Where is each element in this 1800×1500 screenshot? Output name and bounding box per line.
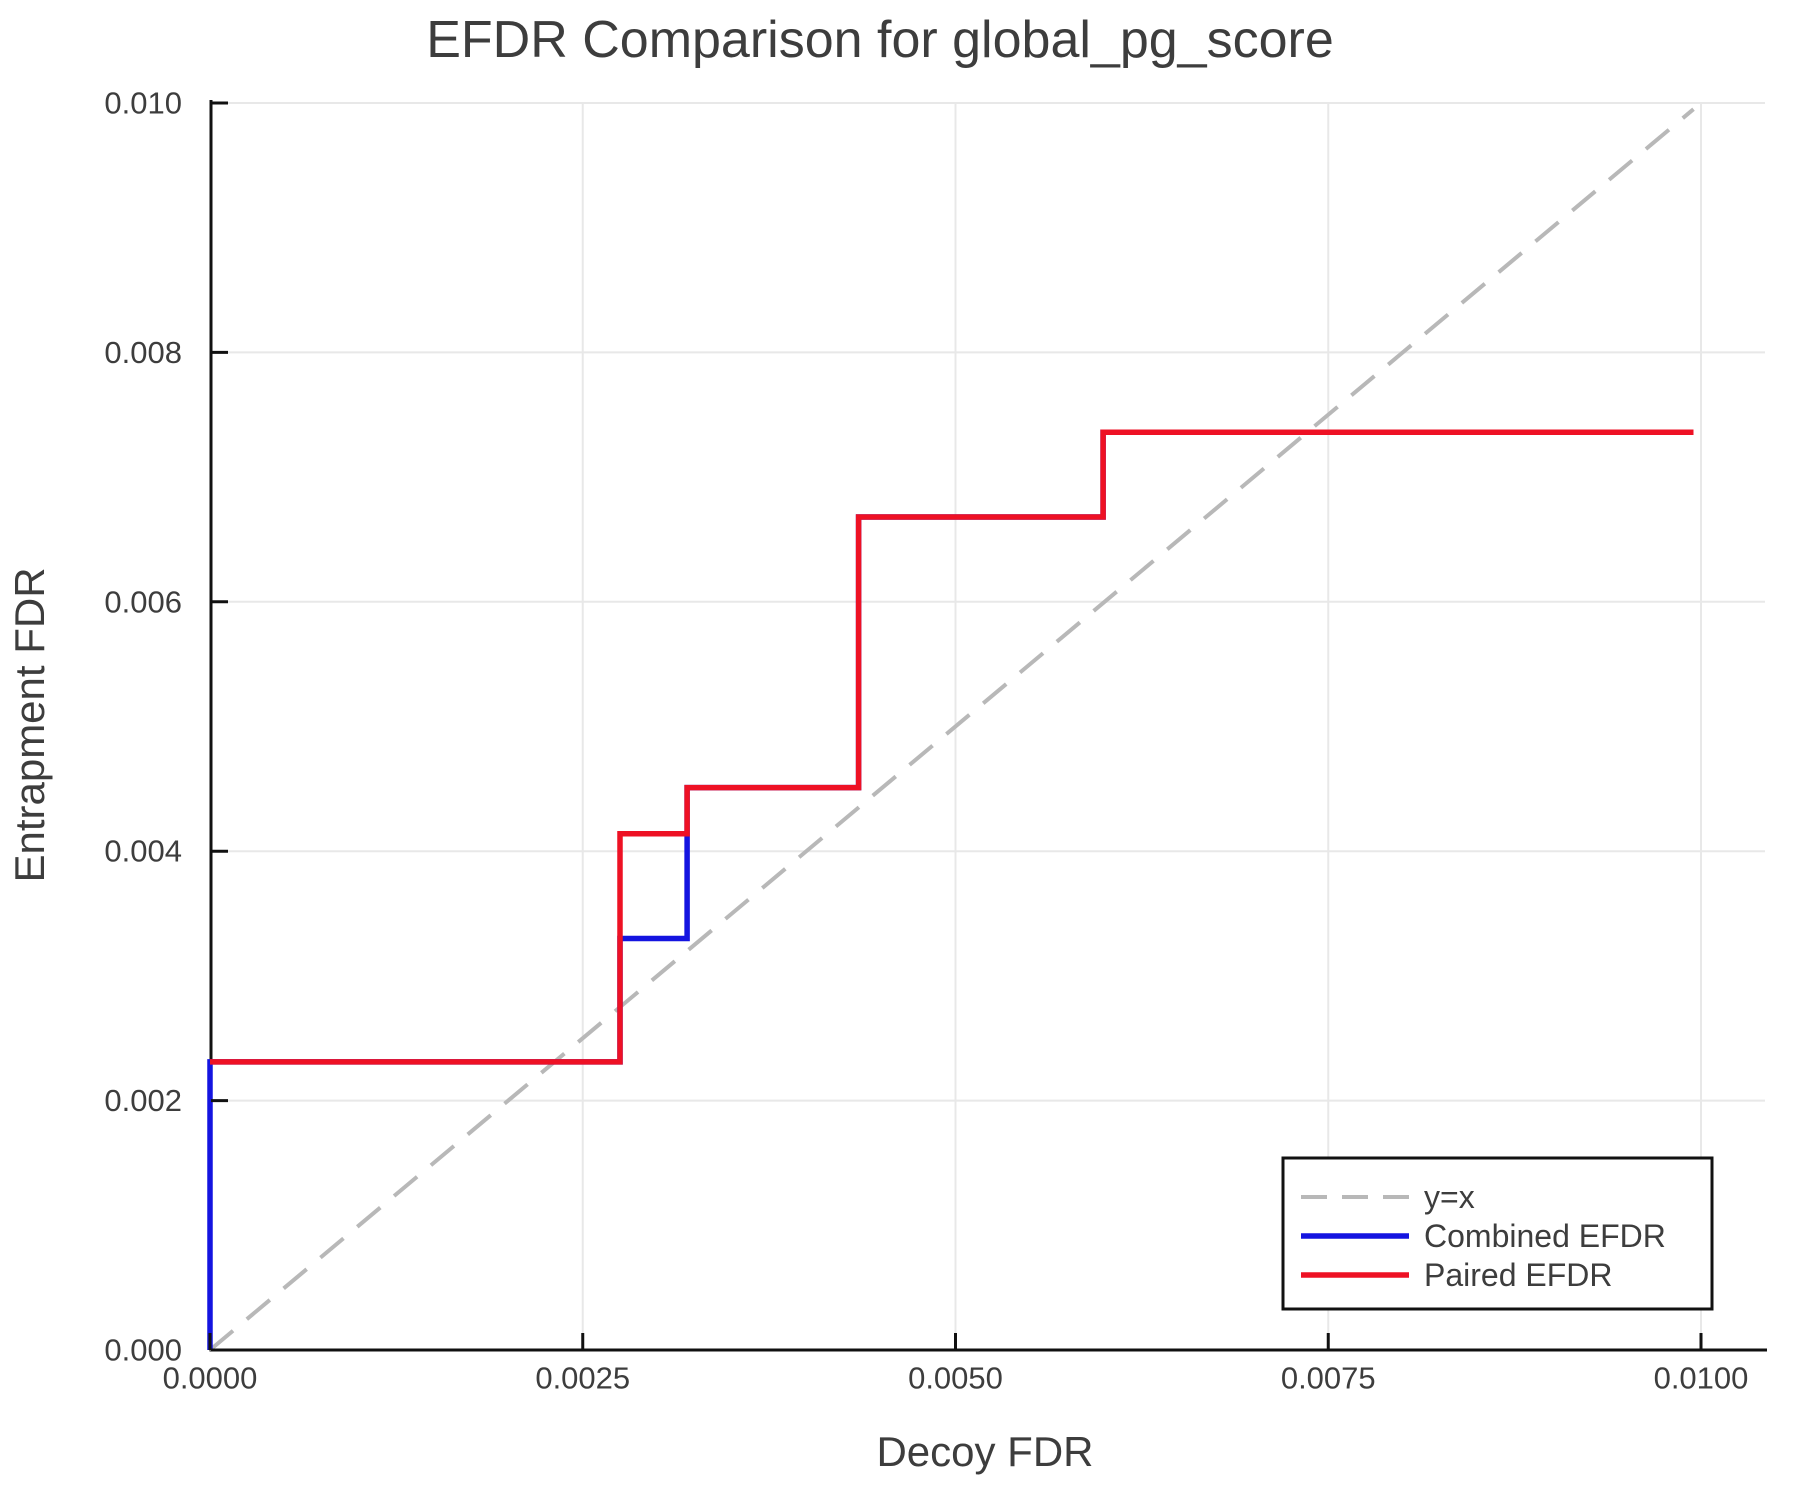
x-tick-label: 0.0025 [535,1360,630,1395]
legend-label-paired: Paired EFDR [1424,1257,1613,1293]
legend-label-combined: Combined EFDR [1424,1218,1666,1254]
x-tick-label: 0.0100 [1654,1360,1749,1395]
legend: y=x Combined EFDR Paired EFDR [1281,1156,1714,1311]
chart-title: EFDR Comparison for global_pg_score [426,11,1334,69]
x-tick-label: 0.0000 [163,1360,258,1395]
x-tick-label: 0.0075 [1281,1360,1376,1395]
tick-label-layer: 0.0000 0.0025 0.0050 0.0075 0.0100 0.000 0.002… [104,86,1748,1396]
y-tick-label: 0.002 [104,1083,182,1118]
x-tick-label: 0.0050 [908,1360,1003,1395]
series-layer [207,107,1695,1352]
y-tick-label: 0.000 [104,1333,182,1368]
series-paired-efdr [210,429,1694,1065]
y-axis-label: Entrapment FDR [6,567,53,882]
y-tick-label: 0.010 [104,86,182,121]
legend-label-yx: y=x [1424,1179,1475,1215]
grid-layer [210,102,1765,1350]
y-tick-label: 0.006 [104,584,182,619]
y-tick-label: 0.008 [104,335,182,370]
series-y-x [208,107,1695,1352]
x-axis-label: Decoy FDR [876,1428,1093,1475]
tick-layer [208,101,1703,1352]
y-tick-label: 0.004 [104,834,182,869]
